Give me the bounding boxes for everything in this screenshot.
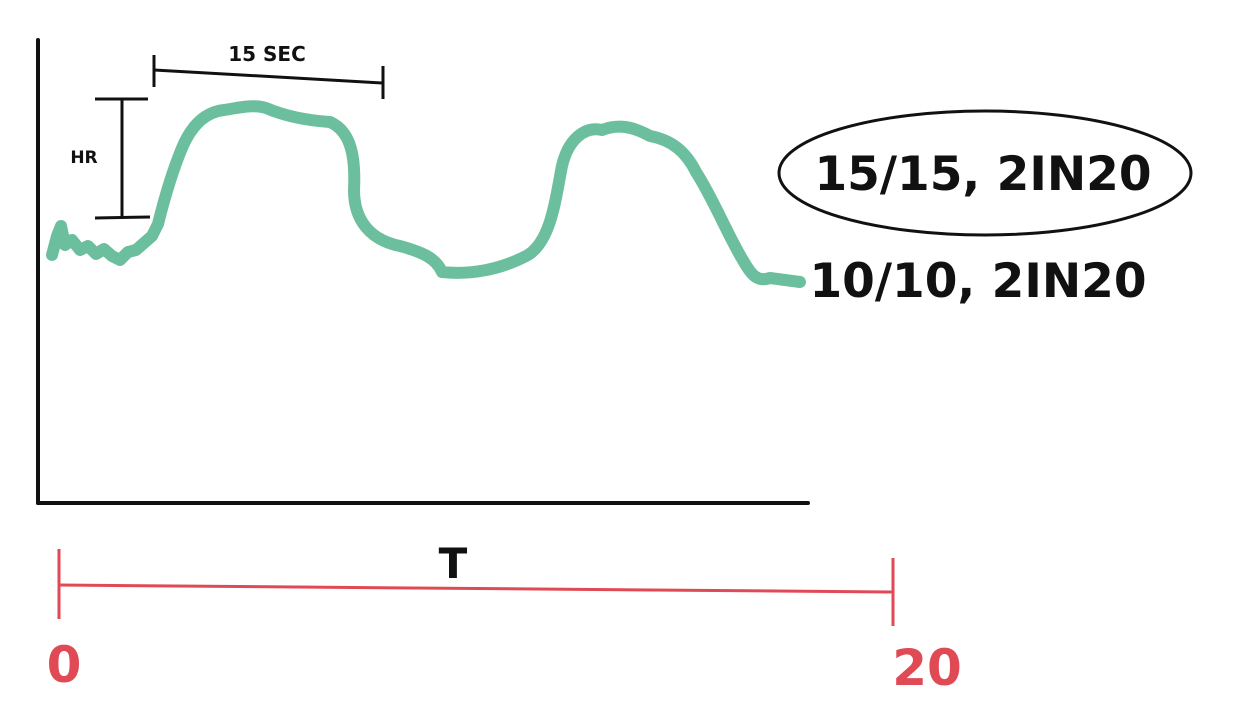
option-other-label: 10/10, 2IN20 <box>809 254 1146 309</box>
time-end-label: 20 <box>892 639 962 697</box>
option-selected-ellipse <box>777 109 1193 237</box>
hr-label: HR <box>70 148 97 168</box>
heart-rate-curve <box>46 100 806 288</box>
time-axis-bracket <box>57 549 895 626</box>
hr-bracket <box>94 97 151 220</box>
time-start-label: 0 <box>47 636 82 694</box>
chart-axes <box>36 38 810 505</box>
duration-bracket <box>152 55 385 99</box>
option-selected-label: 15/15, 2IN20 <box>814 147 1151 202</box>
time-axis-label: T <box>439 539 468 588</box>
duration-label: 15 SEC <box>228 42 306 66</box>
